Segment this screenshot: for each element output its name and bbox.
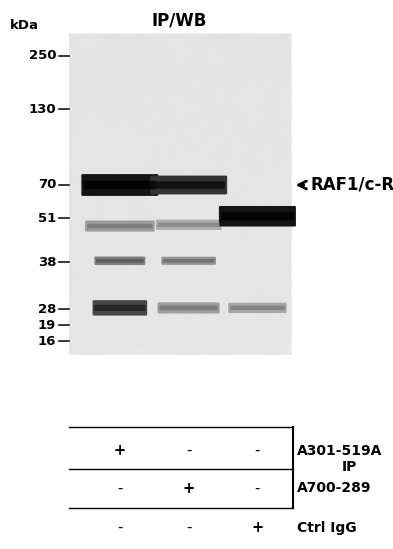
FancyBboxPatch shape [93,300,147,316]
FancyBboxPatch shape [158,222,220,227]
Text: -: - [186,443,191,458]
Bar [69,34,291,355]
FancyBboxPatch shape [94,256,145,265]
Text: Ctrl IgG: Ctrl IgG [297,520,356,535]
FancyBboxPatch shape [161,257,216,265]
Text: 16: 16 [38,335,56,348]
Text: 51: 51 [38,212,56,225]
Text: RAF1/c-RAF: RAF1/c-RAF [310,176,393,194]
FancyBboxPatch shape [152,181,225,189]
FancyBboxPatch shape [96,259,144,262]
FancyBboxPatch shape [221,212,294,220]
Text: 38: 38 [38,256,56,268]
Text: -: - [117,481,123,496]
Text: -: - [255,481,260,496]
Text: kDa: kDa [10,19,39,32]
Text: IP: IP [342,460,357,474]
FancyBboxPatch shape [230,306,285,310]
FancyBboxPatch shape [163,259,214,262]
FancyBboxPatch shape [150,176,227,194]
Text: +: + [252,520,263,535]
FancyBboxPatch shape [228,302,286,313]
FancyBboxPatch shape [87,224,152,228]
Text: 70: 70 [38,178,56,192]
FancyBboxPatch shape [94,305,145,311]
Text: A700-289: A700-289 [297,481,371,495]
Text: 130: 130 [29,103,56,116]
Text: IP/WB: IP/WB [151,12,206,30]
Text: -: - [117,520,123,535]
Text: A301-519A: A301-519A [297,444,382,457]
Text: -: - [186,520,191,535]
Text: 250: 250 [29,49,56,62]
FancyBboxPatch shape [158,302,220,313]
FancyBboxPatch shape [84,181,156,189]
Text: +: + [183,481,195,496]
FancyBboxPatch shape [156,220,222,230]
FancyBboxPatch shape [160,306,218,310]
Text: 28: 28 [38,302,56,316]
Text: -: - [255,443,260,458]
Text: 19: 19 [38,319,56,332]
FancyBboxPatch shape [81,174,158,196]
Text: +: + [114,443,126,458]
FancyBboxPatch shape [85,221,155,232]
FancyBboxPatch shape [219,206,296,227]
